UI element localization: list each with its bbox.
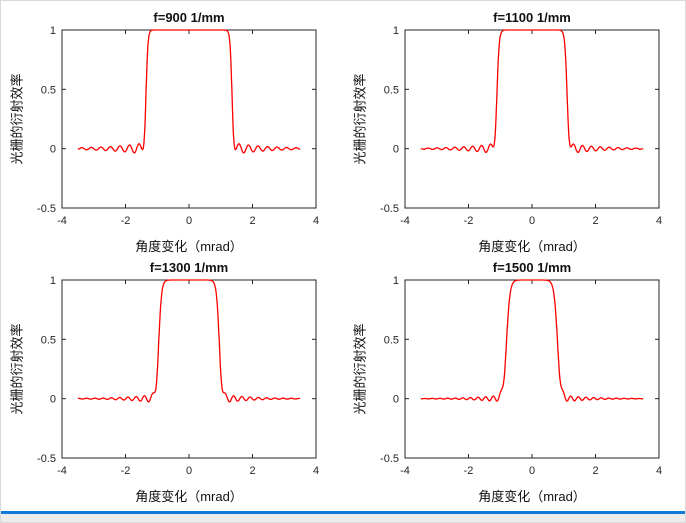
plot-area: -4 -2 0 2 4 -0.5 0 0.5 1 <box>380 26 662 227</box>
svg-text:1: 1 <box>50 26 56 37</box>
svg-text:4: 4 <box>313 465 319 477</box>
x-axis-label: 角度变化（mrad） <box>478 489 586 504</box>
svg-text:-2: -2 <box>464 215 474 227</box>
svg-text:0.5: 0.5 <box>41 84 56 96</box>
svg-text:0.5: 0.5 <box>41 334 56 346</box>
svg-text:0: 0 <box>529 465 535 477</box>
x-axis-label: 角度变化（mrad） <box>135 239 243 254</box>
plot-area: -4 -2 0 2 4 -0.5 0 0.5 1 <box>37 26 319 227</box>
svg-text:0.5: 0.5 <box>384 334 399 346</box>
chart-title: f=1100 1/mm <box>493 10 571 25</box>
x-axis-label: 角度变化（mrad） <box>478 239 586 254</box>
svg-text:0: 0 <box>393 144 399 156</box>
svg-text:1: 1 <box>393 276 399 287</box>
svg-text:-2: -2 <box>121 215 131 227</box>
svg-text:2: 2 <box>592 215 598 227</box>
svg-text:-0.5: -0.5 <box>37 453 56 465</box>
x-axis-label: 角度变化（mrad） <box>135 489 243 504</box>
svg-text:1: 1 <box>50 276 56 287</box>
svg-text:-4: -4 <box>57 465 67 477</box>
svg-text:1: 1 <box>393 26 399 37</box>
window-bottom-strip <box>0 514 686 523</box>
svg-text:4: 4 <box>656 215 662 227</box>
plot-area: -4 -2 0 2 4 -0.5 0 0.5 1 <box>380 276 662 477</box>
svg-text:-2: -2 <box>121 465 131 477</box>
svg-text:-4: -4 <box>57 215 67 227</box>
svg-text:2: 2 <box>249 215 255 227</box>
svg-text:2: 2 <box>592 465 598 477</box>
svg-text:0.5: 0.5 <box>384 84 399 96</box>
svg-text:0: 0 <box>186 465 192 477</box>
svg-text:-2: -2 <box>464 465 474 477</box>
y-axis-label: 光栅的衍射效率 <box>9 73 25 165</box>
y-axis-label: 光栅的衍射效率 <box>352 323 368 415</box>
subplot-f900: f=900 1/mm 光栅的衍射效率 -4 -2 0 2 4 -0.5 0 0.5 1 角度变化… <box>0 8 343 256</box>
svg-text:0: 0 <box>186 215 192 227</box>
svg-text:-4: -4 <box>400 215 410 227</box>
svg-text:0: 0 <box>393 394 399 406</box>
window-bottom-accent <box>0 511 686 514</box>
svg-text:-0.5: -0.5 <box>37 203 56 215</box>
chart-title: f=1500 1/mm <box>492 260 572 275</box>
svg-text:-4: -4 <box>400 465 410 477</box>
svg-text:-0.5: -0.5 <box>380 453 399 465</box>
chart-title: f=900 1/mm <box>153 10 225 25</box>
plot-area: -4 -2 0 2 4 -0.5 0 0.5 1 <box>37 276 319 477</box>
svg-text:-0.5: -0.5 <box>380 203 399 215</box>
svg-text:0: 0 <box>529 215 535 227</box>
y-axis-label: 光栅的衍射效率 <box>352 73 368 165</box>
svg-text:0: 0 <box>50 144 56 156</box>
svg-text:4: 4 <box>313 215 319 227</box>
subplot-f1500: f=1500 1/mm 光栅的衍射效率 -4 -2 0 2 4 -0.5 0 0.5 1 角度变… <box>343 258 686 506</box>
subplot-f1300: f=1300 1/mm 光栅的衍射效率 -4 -2 0 2 4 -0.5 0 0.5 1 角度变… <box>0 258 343 506</box>
subplot-f1100: f=1100 1/mm 光栅的衍射效率 -4 -2 0 2 4 -0.5 0 0.5 1 角度变… <box>343 8 686 256</box>
svg-text:0: 0 <box>50 394 56 406</box>
y-axis-label: 光栅的衍射效率 <box>9 323 25 415</box>
chart-title: f=1300 1/mm <box>149 260 229 275</box>
svg-text:4: 4 <box>656 465 662 477</box>
svg-text:2: 2 <box>249 465 255 477</box>
